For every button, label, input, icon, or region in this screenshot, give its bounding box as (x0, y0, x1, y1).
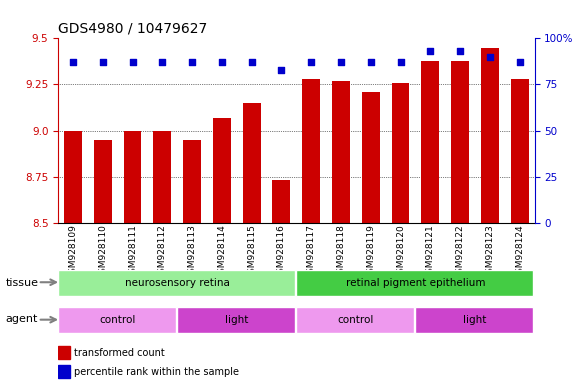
Bar (392, 83, 410, 223)
Text: transformed count: transformed count (74, 348, 165, 358)
Bar (243, 103, 260, 223)
Text: agent: agent (6, 314, 38, 324)
Bar (511, 79, 529, 223)
FancyBboxPatch shape (296, 307, 414, 333)
Point (98, 59, 107, 65)
FancyBboxPatch shape (177, 307, 295, 333)
FancyBboxPatch shape (58, 307, 175, 333)
Bar (213, 118, 231, 223)
Bar (451, 61, 469, 223)
Point (307, 59, 316, 65)
Bar (481, 48, 498, 223)
Text: control: control (99, 314, 136, 325)
Text: GDS4980 / 10479627: GDS4980 / 10479627 (58, 22, 207, 36)
Point (456, 48, 465, 55)
Point (396, 59, 405, 65)
Point (366, 59, 375, 65)
Point (157, 59, 167, 65)
Bar (183, 140, 201, 223)
Text: control: control (338, 314, 374, 325)
Bar (64, 131, 82, 223)
Bar (124, 131, 141, 223)
Bar (421, 61, 439, 223)
Text: tissue: tissue (6, 278, 39, 288)
Point (485, 54, 494, 60)
Bar (153, 131, 171, 223)
Text: neurosensory retina: neurosensory retina (125, 278, 229, 288)
Text: percentile rank within the sample: percentile rank within the sample (74, 367, 239, 377)
Bar (362, 92, 379, 223)
Bar (94, 140, 112, 223)
FancyBboxPatch shape (415, 307, 533, 333)
Point (336, 59, 346, 65)
Point (69, 59, 78, 65)
Point (247, 59, 256, 65)
Bar (58, 346, 70, 359)
Point (217, 59, 227, 65)
Text: light: light (225, 314, 249, 325)
Text: retinal pigment epithelium: retinal pigment epithelium (346, 278, 485, 288)
Bar (58, 365, 70, 378)
FancyBboxPatch shape (58, 270, 295, 296)
Point (515, 59, 524, 65)
Bar (332, 81, 350, 223)
Point (426, 48, 435, 55)
Bar (272, 180, 290, 223)
Point (128, 59, 137, 65)
Point (277, 67, 286, 73)
FancyBboxPatch shape (296, 270, 533, 296)
Bar (302, 79, 320, 223)
Point (188, 59, 197, 65)
Text: light: light (463, 314, 487, 325)
